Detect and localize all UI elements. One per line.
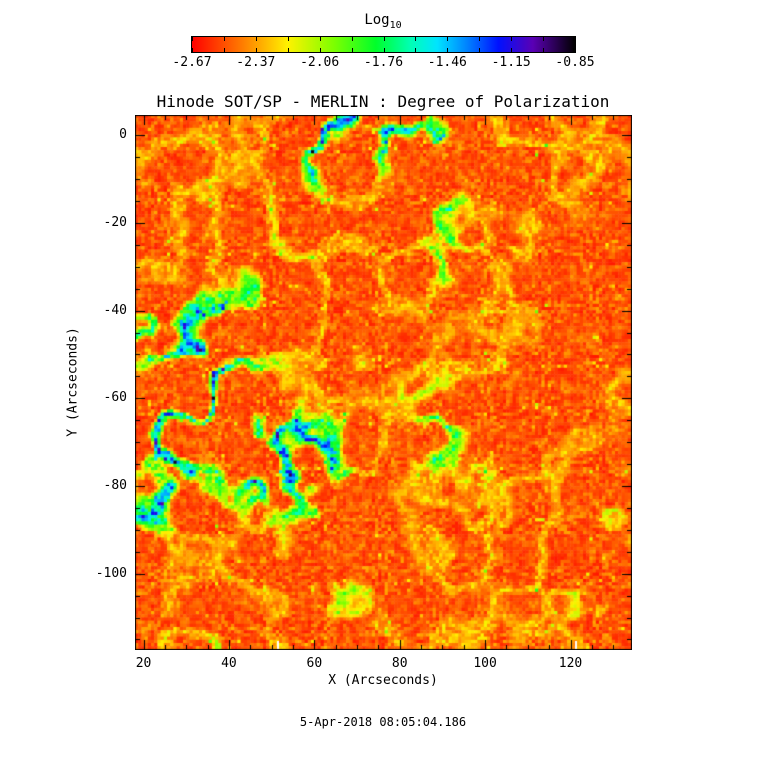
colorbar-tick <box>320 37 321 41</box>
y-tick-label: -100 <box>95 565 127 581</box>
colorbar-tick <box>256 37 257 41</box>
colorbar-tick-label: -0.85 <box>555 55 595 70</box>
colorbar-tick <box>192 48 193 52</box>
x-tick-label: 20 <box>135 656 152 671</box>
colorbar-tick <box>511 48 512 52</box>
colorbar-tick <box>573 48 574 52</box>
colorbar-tick-label: -1.15 <box>491 55 531 70</box>
x-tick-label: 80 <box>391 656 408 671</box>
x-tick-label: 60 <box>306 656 323 671</box>
colorbar-tick-label: -2.06 <box>300 55 340 70</box>
colorbar-tick <box>352 37 353 41</box>
colorbar-tick <box>447 48 448 52</box>
colorbar-tick <box>352 48 353 52</box>
colorbar-tick <box>573 37 574 41</box>
colorbar-title-text: Log <box>364 12 390 28</box>
colorbar-tick <box>447 37 448 41</box>
colorbar-tick <box>192 37 193 41</box>
y-tick-label: -80 <box>103 477 127 493</box>
colorbar-tick <box>384 37 385 41</box>
y-tick-label: -60 <box>103 390 127 406</box>
y-tick-label: -20 <box>103 214 127 230</box>
colorbar-tick-label: -1.46 <box>427 55 467 70</box>
colorbar-gradient <box>191 36 576 53</box>
timestamp: 5-Apr-2018 08:05:04.186 <box>299 715 467 729</box>
colorbar-tick-label: -2.37 <box>236 55 276 70</box>
colorbar-tick <box>224 48 225 52</box>
colorbar-tick <box>511 37 512 41</box>
colorbar-tick <box>543 37 544 41</box>
x-tick-label: 40 <box>221 656 237 671</box>
plot-title: Hinode SOT/SP - MERLIN : Degree of Polar… <box>156 92 610 111</box>
colorbar-tick <box>384 48 385 52</box>
colorbar-tick <box>288 37 289 41</box>
colorbar-tick <box>224 37 225 41</box>
x-axis-label: X (Arcseconds) <box>328 673 438 688</box>
colorbar-tick-label: -2.67 <box>172 55 212 70</box>
colorbar-tick <box>543 48 544 52</box>
colorbar-tick <box>479 48 480 52</box>
colorbar-tick <box>479 37 480 41</box>
x-tick-label: 120 <box>558 656 583 671</box>
y-tick-label: -40 <box>103 302 127 318</box>
y-axis-label: Y (Arcseconds) <box>65 327 81 437</box>
y-tick-label: 0 <box>119 127 127 143</box>
colorbar-tick <box>415 37 416 41</box>
polarization-heatmap <box>135 115 632 650</box>
colorbar-tick <box>415 48 416 52</box>
colorbar-title: Log10 <box>0 12 766 31</box>
colorbar-tick <box>288 48 289 52</box>
colorbar-tick-label: -1.76 <box>363 55 404 70</box>
x-tick-label: 100 <box>473 656 497 671</box>
colorbar-title-subscript: 10 <box>389 19 402 31</box>
colorbar-tick <box>256 48 257 52</box>
colorbar-tick <box>320 48 321 52</box>
